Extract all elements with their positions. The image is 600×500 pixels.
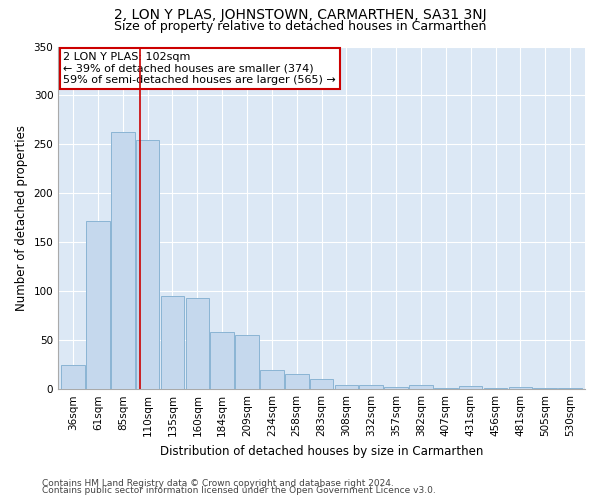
Bar <box>459 386 482 389</box>
Text: Contains HM Land Registry data © Crown copyright and database right 2024.: Contains HM Land Registry data © Crown c… <box>42 478 394 488</box>
Bar <box>484 388 508 389</box>
Bar <box>161 296 184 389</box>
Bar <box>185 298 209 389</box>
Bar <box>359 386 383 389</box>
Bar <box>385 387 408 389</box>
Bar <box>61 364 85 389</box>
Bar <box>509 387 532 389</box>
Bar <box>335 386 358 389</box>
Text: Contains public sector information licensed under the Open Government Licence v3: Contains public sector information licen… <box>42 486 436 495</box>
Bar <box>310 380 334 389</box>
Y-axis label: Number of detached properties: Number of detached properties <box>15 125 28 311</box>
Bar <box>409 386 433 389</box>
Text: 2 LON Y PLAS: 102sqm
← 39% of detached houses are smaller (374)
59% of semi-deta: 2 LON Y PLAS: 102sqm ← 39% of detached h… <box>64 52 336 85</box>
Bar <box>86 221 110 389</box>
Bar <box>260 370 284 389</box>
Bar <box>558 388 582 389</box>
Bar <box>434 388 458 389</box>
Text: Size of property relative to detached houses in Carmarthen: Size of property relative to detached ho… <box>114 20 486 33</box>
Bar <box>235 336 259 389</box>
Bar <box>111 132 134 389</box>
Bar <box>533 388 557 389</box>
Bar <box>136 140 160 389</box>
X-axis label: Distribution of detached houses by size in Carmarthen: Distribution of detached houses by size … <box>160 444 483 458</box>
Text: 2, LON Y PLAS, JOHNSTOWN, CARMARTHEN, SA31 3NJ: 2, LON Y PLAS, JOHNSTOWN, CARMARTHEN, SA… <box>113 8 487 22</box>
Bar <box>211 332 234 389</box>
Bar <box>285 374 308 389</box>
